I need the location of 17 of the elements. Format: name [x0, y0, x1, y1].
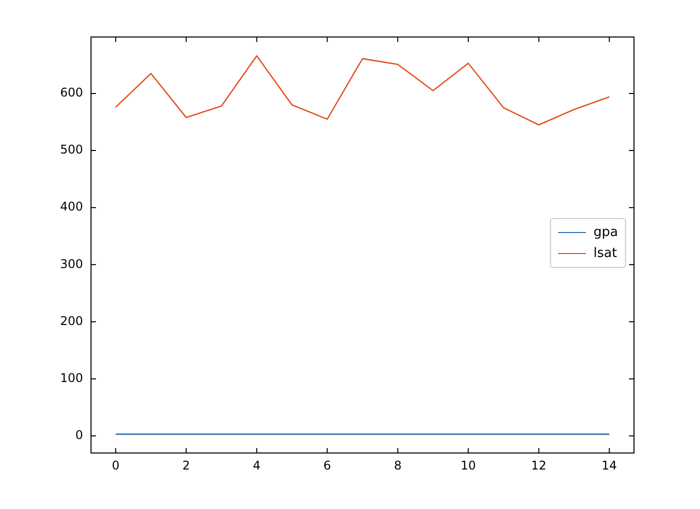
x-tick-label: 10 — [460, 458, 476, 472]
y-tick-label: 200 — [60, 314, 83, 328]
x-tick-label: 6 — [323, 458, 332, 472]
x-tick-label: 4 — [252, 458, 261, 472]
legend-label: lsat — [594, 245, 617, 263]
x-tick-label: 0 — [112, 458, 120, 472]
x-tick-label: 12 — [531, 458, 546, 472]
x-tick-label: 14 — [602, 458, 617, 472]
y-tick-label: 600 — [60, 86, 83, 100]
x-tick-label: 2 — [182, 458, 190, 472]
y-tick-label: 100 — [60, 370, 83, 385]
legend-label: gpa — [594, 224, 618, 242]
y-tick-label: 500 — [60, 142, 83, 157]
y-tick-label: 300 — [60, 256, 83, 271]
x-tick-label: 8 — [394, 458, 402, 472]
y-tick-label: 400 — [60, 200, 83, 214]
y-tick-label: 0 — [75, 428, 83, 442]
